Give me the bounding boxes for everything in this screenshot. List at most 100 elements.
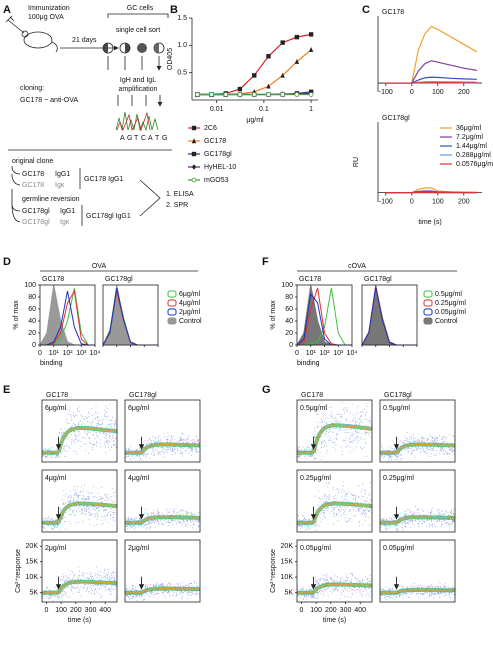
marker	[252, 73, 257, 78]
x-axis-label: time (s)	[418, 219, 441, 226]
chart-title: cOVA	[348, 263, 366, 270]
legend-swatch	[423, 308, 433, 316]
marker	[308, 32, 314, 37]
x-tick-label: -100	[379, 198, 393, 205]
marker	[223, 92, 229, 97]
marker	[209, 92, 214, 97]
response-core	[380, 516, 456, 524]
legend-label: GC178gl	[204, 151, 232, 158]
plot-frame	[124, 539, 201, 603]
legend-label: Control	[179, 318, 202, 325]
y-tick-label: 20	[28, 330, 36, 337]
series-line	[385, 60, 477, 84]
marker	[191, 151, 197, 157]
x-tick-label: 0	[410, 198, 414, 205]
label: 21 days	[72, 37, 97, 44]
response-core	[380, 589, 455, 594]
x-tick-label: 100	[432, 198, 444, 205]
label: Igκ	[55, 182, 65, 189]
legend-label: Control	[435, 318, 458, 325]
x-tick-label: 200	[458, 198, 470, 205]
row-label: 0.5μg/ml	[383, 405, 410, 412]
row-label: 2μg/ml	[45, 545, 67, 552]
label: GC178 IgG1	[84, 176, 123, 183]
legend-swatch	[167, 299, 177, 307]
event-dots	[125, 431, 201, 461]
label: GC178 ~ anti-OVA	[20, 97, 78, 104]
y-tick-label: 20	[285, 330, 293, 337]
chart-title: GC178gl	[382, 115, 410, 122]
plot-frame	[296, 469, 373, 533]
marker	[191, 164, 197, 170]
panel-label: B	[170, 4, 178, 16]
response-core	[297, 424, 373, 454]
legend-label: HyHEL-10	[204, 164, 236, 171]
label: GC178gl	[22, 208, 50, 215]
y-tick-label: 1.5	[177, 15, 187, 22]
marker	[266, 92, 271, 97]
marker	[237, 92, 243, 97]
plot-frame	[379, 469, 456, 533]
y-tick-label: 100	[281, 282, 293, 289]
legend-swatch	[423, 290, 433, 298]
label: GC178gl IgG1	[86, 213, 131, 220]
legend-label: 0.5μg/ml	[435, 291, 462, 298]
legend-label: 1.44μg/ml	[456, 143, 487, 150]
panel-label: F	[262, 256, 269, 268]
label: IgG1	[60, 208, 75, 215]
x-tick-label: 0	[299, 607, 303, 614]
x-tick-label: 100	[310, 607, 322, 614]
y-tick-label: 40	[285, 318, 293, 325]
marker	[294, 59, 300, 64]
marker	[266, 83, 271, 89]
marker	[191, 125, 197, 131]
marker	[308, 92, 314, 97]
x-tick-label: 10³	[76, 350, 87, 357]
row-label: 6μg/ml	[45, 405, 67, 412]
row-label: 0.25μg/ml	[300, 475, 331, 482]
histogram-area	[39, 284, 95, 346]
sequence-letter: T	[134, 135, 139, 142]
x-tick-label: 1	[309, 106, 313, 113]
chromatogram	[115, 111, 159, 132]
x-tick-label: 0	[295, 350, 299, 357]
marker	[280, 72, 285, 78]
y-tick-label: 80	[285, 294, 293, 301]
row-label: 4μg/ml	[128, 475, 150, 482]
y-tick-label: 60	[28, 306, 36, 313]
x-axis-label: μg/ml	[246, 117, 264, 124]
label: IgH and IgL	[120, 77, 156, 84]
label: germline reversion	[22, 196, 80, 203]
marker	[280, 40, 285, 45]
y-axis-label: OD405	[167, 48, 174, 70]
marker	[194, 92, 200, 97]
column-title: GC178gl	[384, 392, 412, 399]
legend-swatch	[167, 308, 177, 316]
label: GC178gl	[22, 219, 50, 226]
cells	[102, 42, 165, 54]
panel-label: E	[3, 384, 10, 396]
row-label: 0.05μg/ml	[383, 545, 414, 552]
event-dots	[380, 582, 456, 600]
response-core	[297, 502, 373, 524]
marker	[191, 138, 197, 144]
event-dots	[42, 484, 118, 531]
y-tick-label: 60	[285, 306, 293, 313]
x-axis-label: binding	[297, 360, 320, 367]
label: Igκ	[60, 219, 70, 226]
y-tick-label: 5K	[284, 590, 293, 597]
row-label: 6μg/ml	[128, 405, 150, 412]
label: single cell sort	[116, 27, 160, 34]
marker	[308, 47, 314, 52]
response-core	[125, 516, 201, 524]
column-title: GC178gl	[129, 392, 157, 399]
x-axis-label: time (s)	[68, 617, 91, 624]
panel-label: D	[3, 256, 11, 268]
y-tick-label: 0	[32, 342, 36, 349]
label: 100μg OVA	[28, 14, 64, 21]
y-tick-label: 10K	[281, 574, 294, 581]
legend-label: 6μg/ml	[179, 291, 201, 298]
x-axis-label: time (s)	[323, 617, 346, 624]
x-tick-label: -100	[379, 89, 393, 96]
legend-swatch	[423, 299, 433, 307]
